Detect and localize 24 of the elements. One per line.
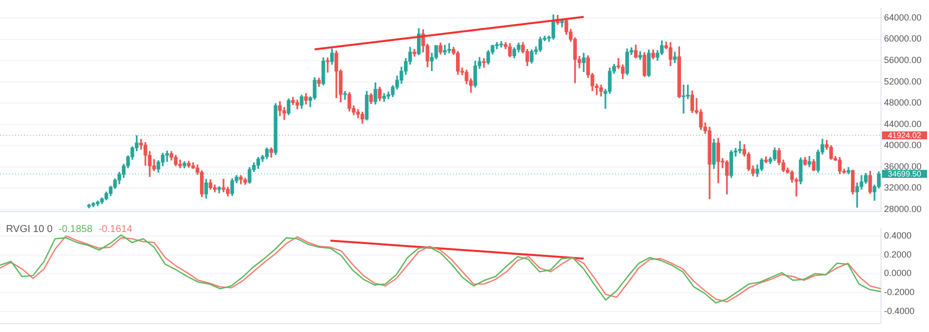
y-tick-label: 56000.00 xyxy=(884,55,922,66)
y-tick-label: 48000.00 xyxy=(884,98,922,108)
y-tick-label: 52000.00 xyxy=(884,76,922,86)
ref-line-label: 34699.50 xyxy=(888,170,922,179)
candlestick xyxy=(222,178,226,192)
y-tick-label: 32000.00 xyxy=(884,182,922,193)
y-tick-label: 40000.00 xyxy=(884,140,922,150)
candlestick xyxy=(343,91,347,100)
y-tick-label: 0.4000 xyxy=(884,230,912,240)
candlestick xyxy=(682,84,686,114)
y-tick-label: -0.4000 xyxy=(884,306,915,316)
chart-title: RVGI 10 0 xyxy=(6,224,53,235)
y-tick-label: 36000.00 xyxy=(884,161,922,172)
y-tick-label: 64000.00 xyxy=(884,12,922,22)
y-tick-label: 0.2000 xyxy=(884,249,912,260)
ref-line-label: 41924.02 xyxy=(888,131,922,140)
series-label: -0.1614 xyxy=(98,224,132,235)
y-tick-label: 28000.00 xyxy=(884,204,922,214)
y-tick-label: -0.2000 xyxy=(884,286,915,297)
candlestick xyxy=(738,141,742,154)
y-tick-label: 60000.00 xyxy=(884,34,922,44)
y-tick-label: 44000.00 xyxy=(884,118,922,129)
y-tick-label: 0.0000 xyxy=(884,268,912,278)
series-label: -0.1858 xyxy=(58,224,92,235)
